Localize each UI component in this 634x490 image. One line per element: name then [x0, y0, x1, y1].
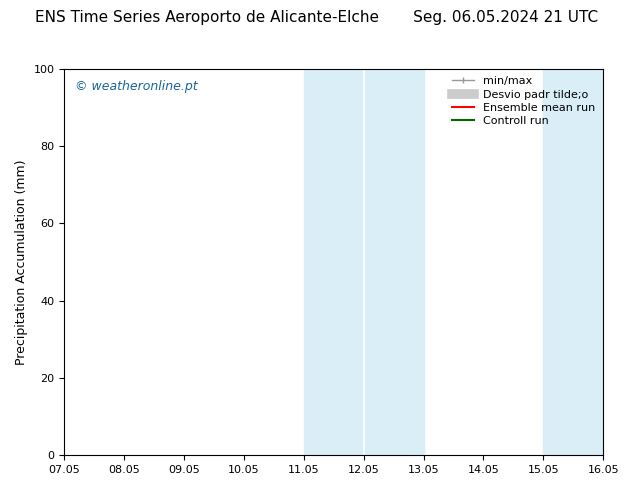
Text: © weatheronline.pt: © weatheronline.pt	[75, 80, 198, 93]
Bar	[543, 69, 603, 455]
Y-axis label: Precipitation Accumulation (mm): Precipitation Accumulation (mm)	[15, 159, 28, 365]
Text: ENS Time Series Aeroporto de Alicante-Elche       Seg. 06.05.2024 21 UTC: ENS Time Series Aeroporto de Alicante-El…	[36, 10, 598, 25]
Bar	[304, 69, 424, 455]
Legend: min/max, Desvio padr tilde;o, Ensemble mean run, Controll run: min/max, Desvio padr tilde;o, Ensemble m…	[448, 72, 600, 131]
